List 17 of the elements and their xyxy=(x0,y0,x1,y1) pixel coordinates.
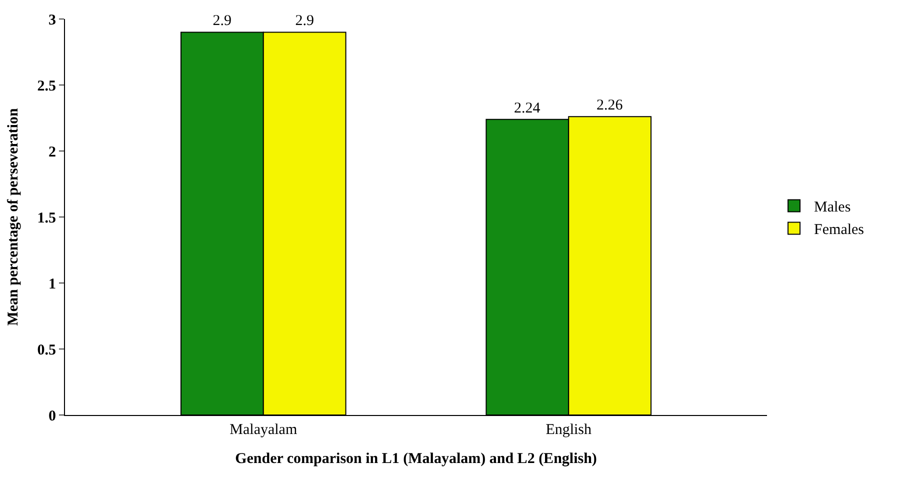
legend-label: Males xyxy=(814,200,851,216)
data-label: 2.24 xyxy=(514,100,541,116)
y-tick-label: 2 xyxy=(48,144,56,160)
data-label: 2.9 xyxy=(212,13,232,30)
y-tick-label: 2.5 xyxy=(37,78,56,94)
y-axis-title: Mean percentage of perseveration xyxy=(6,108,22,326)
data-label: 2.9 xyxy=(295,13,314,30)
data-label: 2.26 xyxy=(596,98,624,114)
y-tick-label: 0.5 xyxy=(37,342,56,358)
x-tick-label: English xyxy=(546,422,592,438)
y-tick-label: 3 xyxy=(48,12,56,28)
x-axis-title: Gender comparison in L1 (Malayalam) and L2 (English) xyxy=(235,451,597,467)
legend-label: Females xyxy=(814,222,864,238)
y-tick-label: 1 xyxy=(48,276,56,292)
y-tick-label: 0 xyxy=(48,408,56,424)
y-tick-label: 1.5 xyxy=(37,210,56,226)
x-tick-label: Malayalam xyxy=(230,422,298,438)
